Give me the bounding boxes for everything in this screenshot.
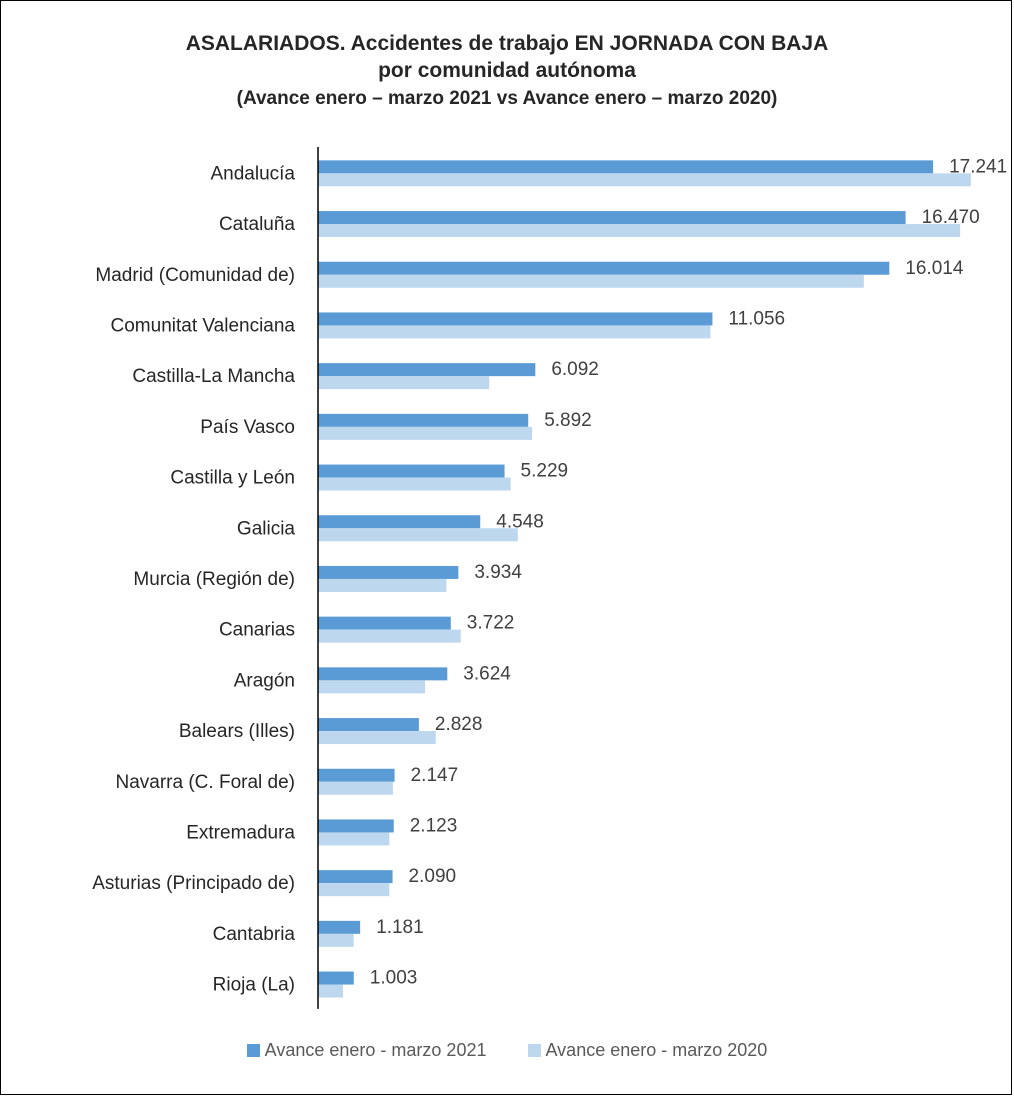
- data-label-2021: 1.003: [370, 968, 418, 989]
- bar-2020: [318, 578, 447, 592]
- data-label-2021: 2.828: [435, 714, 483, 735]
- category-label: Castilla y León: [170, 468, 295, 489]
- data-label-2021: 2.123: [410, 815, 458, 836]
- bar-2021: [318, 819, 394, 833]
- legend-item-2020: Avance enero - marzo 2020: [527, 1040, 768, 1061]
- bar-2021: [318, 667, 448, 681]
- category-label: Asturias (Principado de): [92, 873, 295, 894]
- bar-2021: [318, 261, 890, 275]
- data-label-2021: 1.181: [376, 917, 424, 938]
- category-label: Extremadura: [186, 822, 295, 843]
- data-label-2021: 4.548: [496, 511, 544, 532]
- data-label-2021: 3.722: [467, 613, 515, 634]
- data-label-2021: 16.470: [922, 207, 980, 228]
- bar-2020: [318, 933, 354, 947]
- bar-2020: [318, 984, 343, 998]
- data-label-2021: 6.092: [551, 359, 599, 380]
- bar-2021: [318, 565, 459, 579]
- bar-2020: [318, 629, 461, 643]
- bar-2020: [318, 426, 533, 440]
- category-label: Comunitat Valenciana: [111, 315, 296, 336]
- legend-label-2021: Avance enero - marzo 2021: [264, 1040, 487, 1060]
- bar-2020: [318, 325, 711, 339]
- data-label-2021: 5.229: [521, 461, 569, 482]
- bar-2020: [318, 680, 426, 694]
- category-label: Madrid (Comunidad de): [95, 265, 295, 286]
- category-label: Galicia: [237, 518, 296, 539]
- category-label: Murcia (Región de): [133, 569, 295, 590]
- bar-2020: [318, 274, 864, 288]
- bar-2021: [318, 363, 536, 377]
- bar-2021: [318, 971, 354, 985]
- category-label: Castilla-La Mancha: [132, 366, 295, 387]
- bar-2020: [318, 224, 961, 238]
- bar-2021: [318, 920, 361, 934]
- data-label-2021: 17.241: [949, 156, 1007, 177]
- data-label-2021: 5.892: [544, 410, 592, 431]
- category-label: Cataluña: [219, 214, 295, 235]
- bar-2020: [318, 731, 436, 745]
- data-label-2021: 16.014: [905, 258, 964, 279]
- category-label: Balears (Illes): [179, 721, 295, 742]
- data-label-2021: 2.147: [411, 765, 459, 786]
- bar-2020: [318, 883, 390, 897]
- bar-2021: [318, 312, 713, 326]
- category-label: Rioja (La): [213, 975, 295, 996]
- bar-2021: [318, 160, 934, 174]
- data-label-2021: 11.056: [728, 308, 785, 329]
- legend-swatch-2021: [246, 1044, 260, 1057]
- category-label: Canarias: [219, 620, 295, 641]
- bar-2021: [318, 464, 505, 478]
- chart-title-line2: por comunidad autónoma: [378, 59, 636, 82]
- bar-2020: [318, 376, 490, 390]
- bar-2021: [318, 515, 481, 529]
- data-label-2021: 2.090: [409, 866, 457, 887]
- bar-2020: [318, 781, 393, 795]
- category-label: País Vasco: [200, 417, 295, 438]
- bar-2020: [318, 477, 511, 491]
- category-label: Andalucía: [210, 163, 295, 184]
- bar-2020: [318, 832, 390, 846]
- bar-2021: [318, 870, 393, 884]
- bar-2020: [318, 528, 518, 542]
- category-label: Navarra (C. Foral de): [116, 772, 296, 793]
- category-label: Cantabria: [213, 924, 296, 945]
- bar-2021: [318, 718, 419, 732]
- legend-label-2020: Avance enero - marzo 2020: [545, 1040, 768, 1060]
- bar-2021: [318, 211, 906, 225]
- bar-2020: [318, 173, 971, 187]
- bar-2021: [318, 413, 529, 427]
- data-label-2021: 3.624: [463, 663, 511, 684]
- bar-2021: [318, 768, 395, 782]
- chart-title-block: ASALARIADOS. Accidentes de trabajo EN JO…: [0, 30, 1014, 114]
- chart-title: ASALARIADOS. Accidentes de trabajo EN JO…: [185, 32, 829, 55]
- data-label-2021: 3.934: [474, 562, 522, 583]
- bar-2021: [318, 616, 451, 630]
- legend-item-2021: Avance enero - marzo 2021: [246, 1040, 487, 1061]
- category-label: Aragón: [234, 670, 295, 691]
- legend-swatch-2020: [527, 1044, 541, 1057]
- legend: Avance enero - marzo 2021 Avance enero -…: [0, 1040, 1014, 1062]
- chart-subtitle: (Avance enero – marzo 2021 vs Avance ene…: [236, 88, 778, 109]
